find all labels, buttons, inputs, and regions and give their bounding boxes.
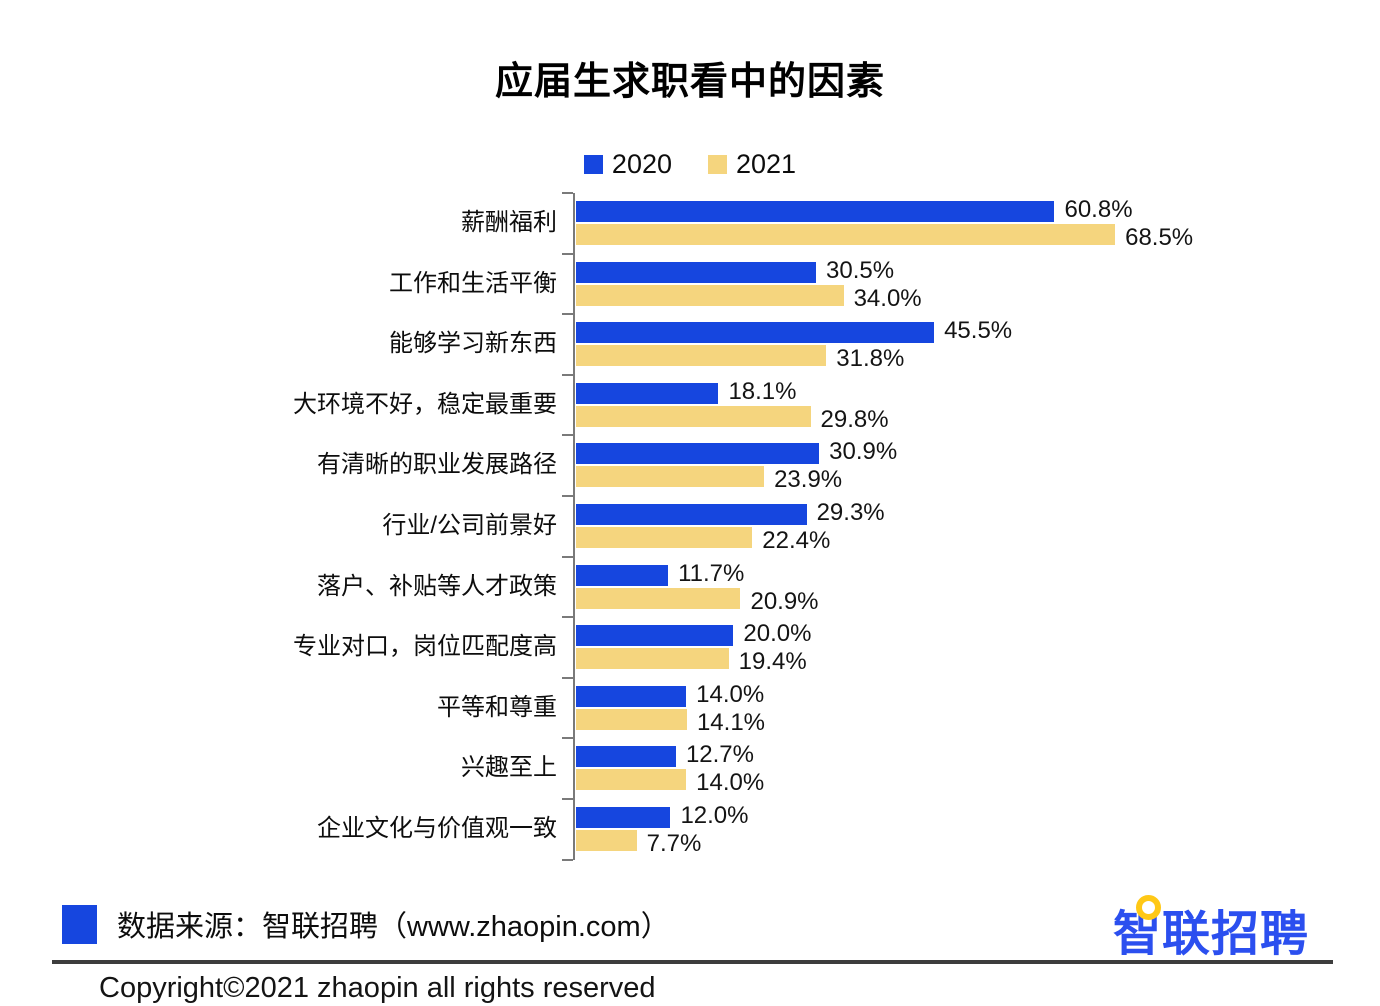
category-label: 有清晰的职业发展路径 [317, 451, 557, 479]
axis-tick [562, 495, 573, 497]
bar-2020 [576, 746, 676, 768]
value-label-2020: 11.7% [678, 559, 745, 587]
bar-2021 [576, 587, 741, 609]
bar-2020 [576, 382, 719, 404]
axis-tick [562, 676, 573, 679]
legend-item-2020: 2020 [583, 149, 672, 180]
category-label: 工作和生活平衡 [389, 269, 557, 297]
axis-tick [562, 616, 573, 619]
legend-label-2020: 2020 [611, 149, 672, 179]
axis-tick [562, 737, 573, 740]
value-label-2021: 7.7% [646, 830, 702, 857]
logo-first-char: 智 [1113, 894, 1162, 964]
bar-2021 [576, 769, 687, 791]
value-label-2020: 29.3% [816, 499, 885, 526]
source-swatch-icon [62, 904, 97, 944]
legend-item-2021: 2021 [708, 149, 796, 180]
logo-ring-icon [1136, 895, 1162, 920]
source-note: 数据来源：智联招聘（www.zhaopin.com） [62, 903, 670, 945]
bar-2021 [576, 284, 844, 306]
category-label: 能够学习新东西 [389, 330, 557, 358]
axis-tick [562, 798, 573, 800]
value-label-2021: 23.9% [774, 466, 843, 494]
legend-label-2021: 2021 [736, 149, 797, 179]
value-label-2021: 19.4% [738, 648, 807, 676]
value-label-2021: 68.5% [1125, 224, 1194, 251]
bar-2021 [576, 466, 765, 488]
category-label: 专业对口，岗位匹配度高 [293, 633, 557, 661]
value-label-2020: 14.0% [696, 680, 765, 708]
source-label: 数据来源：智联招聘（www.zhaopin.com） [117, 911, 670, 943]
category-label: 企业文化与价值观一致 [317, 815, 557, 842]
zhaopin-logo: 智联招聘 [1113, 894, 1309, 964]
bar-2021 [576, 527, 753, 548]
category-label: 行业/公司前景好 [382, 512, 557, 539]
copyright-text: Copyright©2021 zhaopin all rights reserv… [99, 972, 656, 1004]
category-label: 大环境不好，稳定最重要 [293, 390, 557, 418]
category-label: 平等和尊重 [437, 693, 557, 721]
bar-2020 [576, 564, 669, 586]
value-label-2021: 22.4% [762, 527, 831, 554]
value-label-2020: 45.5% [944, 317, 1013, 345]
value-label-2021: 14.0% [696, 769, 765, 797]
bar-2020 [576, 504, 807, 525]
axis-tick [562, 555, 573, 558]
category-label: 兴趣至上 [461, 754, 557, 782]
bar-2020 [576, 685, 687, 707]
axis-tick [562, 373, 573, 376]
value-label-2020: 12.7% [685, 741, 754, 769]
bar-chart-plot: 薪酬福利 60.8% 68.5% 工作和生活平衡 30.5% 34.0% 能够学习新东西 45… [0, 192, 1380, 865]
y-axis-line [573, 193, 575, 860]
value-label-2020: 18.1% [728, 377, 797, 405]
bar-2021 [576, 345, 827, 367]
legend-swatch-2020-icon [583, 155, 603, 174]
bar-2020 [576, 807, 671, 828]
value-label-2021: 20.9% [750, 587, 819, 615]
value-label-2020: 20.0% [743, 620, 812, 648]
value-label-2020: 12.0% [680, 802, 749, 829]
bar-2021 [576, 648, 729, 670]
bar-2021 [576, 830, 637, 851]
chart-legend: 2020 2021 [0, 149, 1380, 180]
logo-rest: 联招聘 [1162, 908, 1310, 961]
category-label: 薪酬福利 [461, 209, 557, 236]
category-label: 落户、补贴等人才政策 [317, 572, 557, 600]
chart-title: 应届生求职看中的因素 [494, 61, 885, 103]
value-label-2020: 60.8% [1064, 196, 1133, 223]
bar-2021 [576, 708, 687, 730]
value-label-2021: 34.0% [853, 284, 922, 312]
bar-2020 [576, 201, 1055, 222]
axis-tick [562, 313, 573, 316]
bar-2021 [576, 224, 1116, 245]
value-label-2020: 30.5% [826, 256, 895, 284]
axis-tick [562, 192, 573, 194]
legend-swatch-2021-icon [708, 155, 727, 174]
axis-tick [562, 858, 573, 861]
axis-tick [562, 252, 573, 255]
axis-tick [562, 434, 573, 437]
value-label-2020: 30.9% [829, 438, 898, 466]
bar-2020 [576, 261, 817, 283]
footer-divider [52, 960, 1333, 964]
bar-2020 [576, 625, 734, 647]
value-label-2021: 31.8% [836, 345, 905, 373]
bar-2020 [576, 322, 935, 344]
bar-2020 [576, 443, 820, 465]
value-label-2021: 29.8% [820, 405, 889, 433]
bar-2021 [576, 405, 811, 427]
value-label-2021: 14.1% [696, 708, 766, 736]
